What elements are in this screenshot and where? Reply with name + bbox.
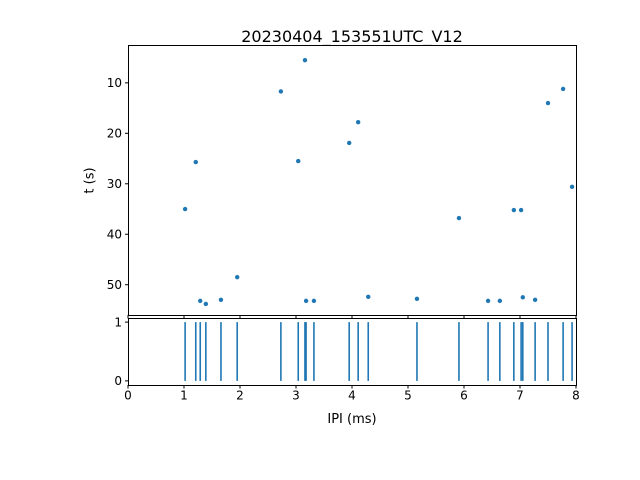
scatter-point	[193, 159, 198, 165]
y-axis-label: t (s)	[82, 166, 98, 194]
scatter-point	[278, 89, 284, 94]
x-tick-label: 5	[404, 389, 412, 403]
scatter-point	[569, 184, 575, 190]
scatter-point	[311, 298, 317, 304]
y-axis-label-container: t (s)	[80, 45, 100, 315]
x-tick-label: 7	[516, 389, 524, 403]
y-tick-label: 1	[114, 315, 122, 329]
scatter-point	[355, 120, 361, 125]
x-tick-label: 8	[572, 389, 580, 403]
scatter-point	[532, 297, 538, 303]
scatter-point	[456, 215, 462, 221]
x-tick-label: 1	[180, 389, 188, 403]
scatter-point	[235, 274, 240, 280]
x-tick-label: 2	[236, 389, 244, 403]
scatter-point	[414, 296, 420, 302]
chart-title: 20230404_153551UTC_V12	[241, 27, 463, 46]
x-tick-label: 0	[124, 389, 132, 403]
scatter-point	[303, 298, 309, 304]
scatter-point	[520, 295, 525, 300]
scatter-point	[497, 298, 503, 304]
y-tick-label: 40	[107, 227, 122, 241]
y-tick-label: 10	[107, 76, 122, 90]
scatter-axes-frame	[128, 45, 577, 316]
y-tick-label: 20	[107, 127, 122, 141]
scatter-point	[518, 207, 524, 213]
x-tick-label: 4	[348, 389, 356, 403]
y-tick-label: 30	[107, 177, 122, 191]
x-axis-label: IPI (ms)	[327, 412, 377, 427]
scatter-point	[485, 298, 491, 304]
scatter-point	[218, 297, 224, 303]
scatter-point	[511, 207, 517, 213]
x-tick-label: 3	[292, 389, 300, 403]
scatter-point	[560, 86, 566, 92]
x-tick-label: 6	[460, 389, 468, 403]
scatter-point	[296, 158, 301, 164]
scatter-point	[203, 301, 209, 307]
scatter-point	[545, 100, 551, 106]
scatter-point	[198, 298, 203, 304]
scatter-point	[347, 140, 352, 146]
y-tick-label: 50	[107, 278, 122, 292]
scatter-point	[302, 57, 308, 63]
scatter-point	[182, 206, 188, 212]
scatter-point	[366, 294, 371, 300]
y-tick-label: 0	[114, 374, 122, 388]
